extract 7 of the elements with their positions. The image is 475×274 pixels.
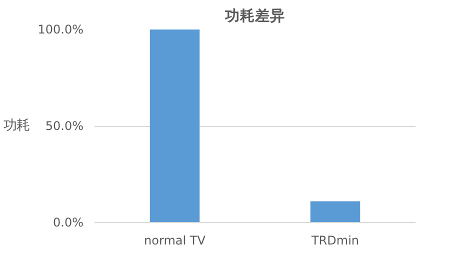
x-tick-label: TRDmin [310, 234, 360, 248]
y-axis-title: 功耗 [4, 118, 30, 134]
y-tick-label: 50.0% [45, 119, 84, 133]
y-tick-label: 100.0% [38, 22, 84, 36]
x-tick-label: normal TV [144, 234, 206, 248]
y-tick-label: 0.0% [53, 216, 84, 230]
chart-title: 功耗差异 [224, 8, 285, 24]
